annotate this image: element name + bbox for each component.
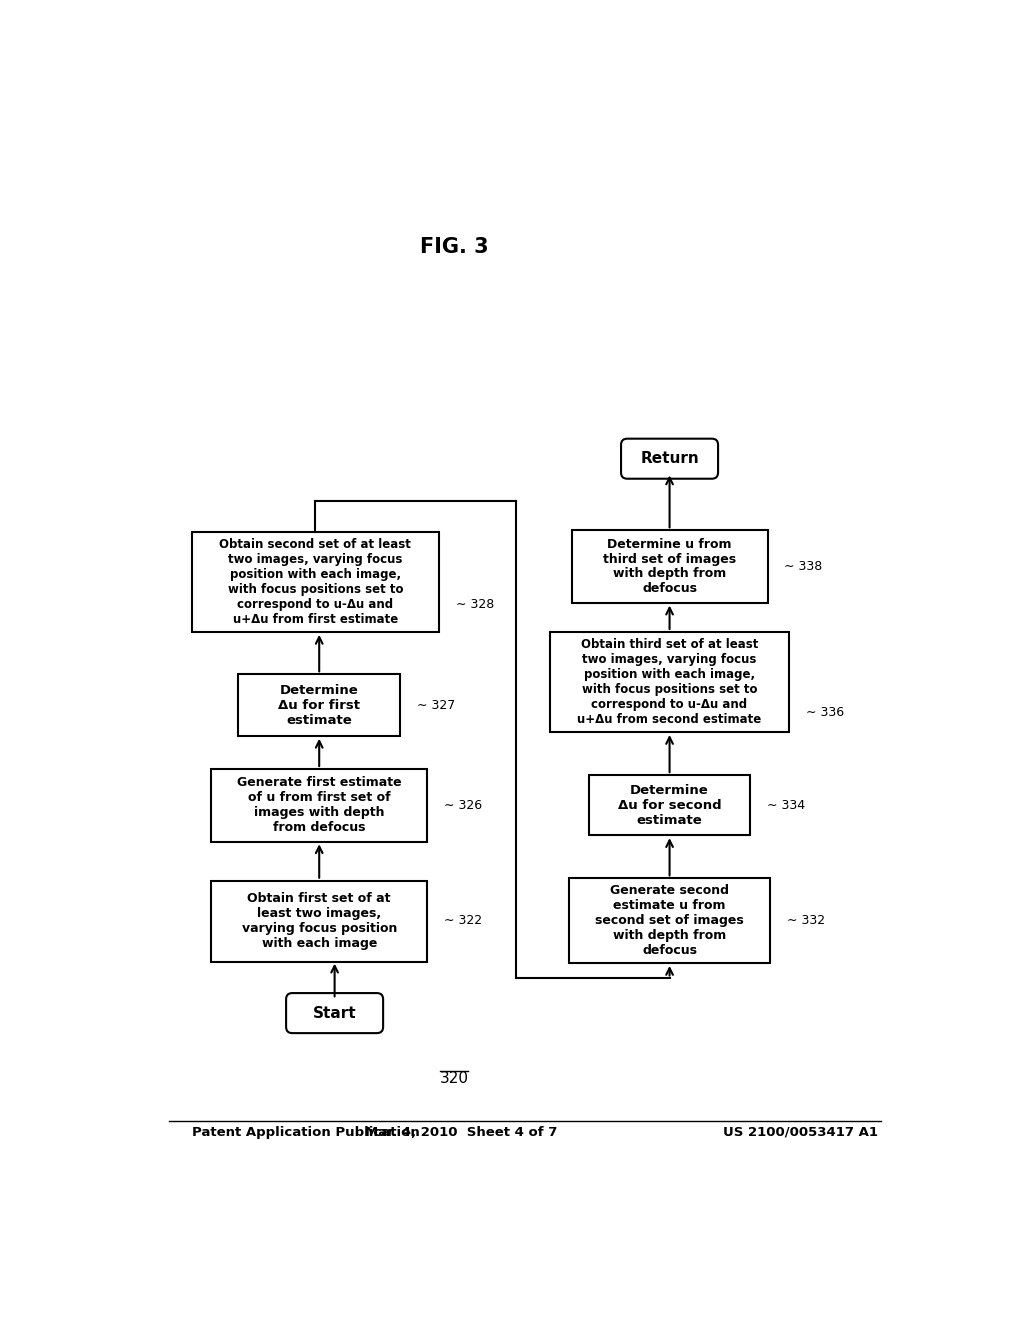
Text: Obtain first set of at
least two images,
varying focus position
with each image: Obtain first set of at least two images,… xyxy=(242,892,397,949)
FancyBboxPatch shape xyxy=(286,993,383,1034)
Text: Start: Start xyxy=(312,1006,356,1020)
Bar xyxy=(569,878,770,964)
Text: US 2100/0053417 A1: US 2100/0053417 A1 xyxy=(723,1126,878,1139)
Bar xyxy=(211,770,427,842)
Text: ∼ 338: ∼ 338 xyxy=(784,560,822,573)
Text: ∼ 322: ∼ 322 xyxy=(444,915,482,927)
Text: Generate first estimate
of u from first set of
images with depth
from defocus: Generate first estimate of u from first … xyxy=(237,776,401,834)
Text: 320: 320 xyxy=(439,1071,468,1086)
Text: Determine u from
third set of images
with depth from
defocus: Determine u from third set of images wit… xyxy=(603,537,736,595)
Text: Determine
Δu for first
estimate: Determine Δu for first estimate xyxy=(279,684,360,726)
Bar xyxy=(589,775,751,836)
Bar xyxy=(239,675,400,737)
Bar xyxy=(550,632,788,733)
Text: Mar. 4, 2010  Sheet 4 of 7: Mar. 4, 2010 Sheet 4 of 7 xyxy=(366,1126,558,1139)
Text: ∼ 326: ∼ 326 xyxy=(444,799,482,812)
Bar xyxy=(211,880,427,961)
Text: ∼ 334: ∼ 334 xyxy=(767,799,806,812)
Text: Obtain third set of at least
two images, varying focus
position with each image,: Obtain third set of at least two images,… xyxy=(578,638,762,726)
Bar xyxy=(571,531,768,603)
Text: ∼ 328: ∼ 328 xyxy=(456,598,494,611)
Text: Generate second
estimate u from
second set of images
with depth from
defocus: Generate second estimate u from second s… xyxy=(595,884,743,957)
FancyBboxPatch shape xyxy=(621,438,718,479)
Text: Return: Return xyxy=(640,451,699,466)
Text: ∼ 332: ∼ 332 xyxy=(786,915,824,927)
Text: Patent Application Publication: Patent Application Publication xyxy=(193,1126,420,1139)
Text: Obtain second set of at least
two images, varying focus
position with each image: Obtain second set of at least two images… xyxy=(219,539,412,626)
Text: ∼ 327: ∼ 327 xyxy=(417,698,456,711)
Text: FIG. 3: FIG. 3 xyxy=(420,238,488,257)
Bar xyxy=(193,532,438,632)
Text: ∼ 336: ∼ 336 xyxy=(806,706,844,719)
Text: Determine
Δu for second
estimate: Determine Δu for second estimate xyxy=(617,784,721,826)
